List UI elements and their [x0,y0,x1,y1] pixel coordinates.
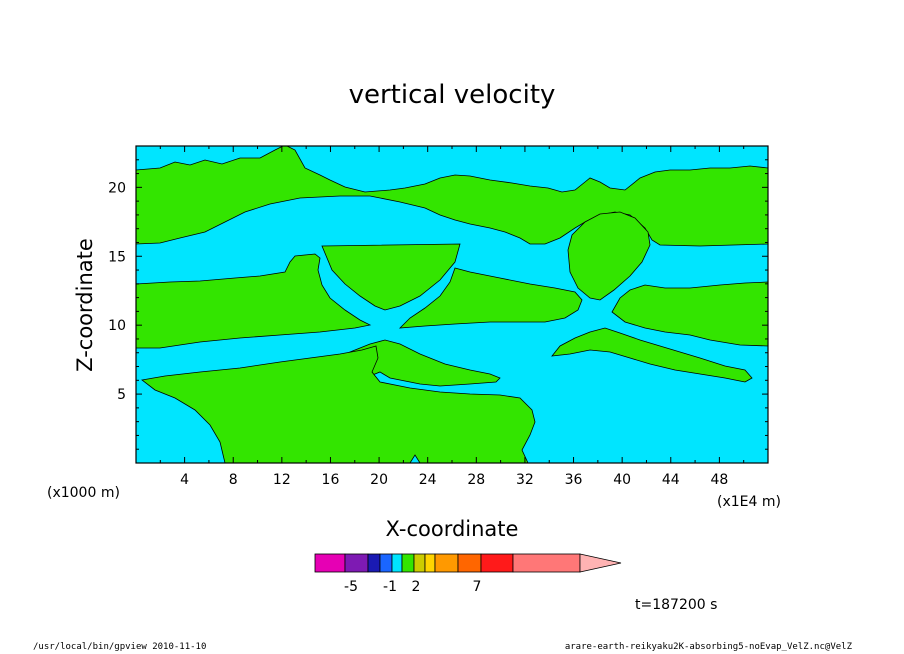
y-tick-label: 15 [108,249,126,265]
colorbar-label: 2 [412,579,421,595]
footer-right: arare-earth-reikyaku2K-absorbing5-noEvap… [564,642,852,652]
chart-title: vertical velocity [349,80,556,110]
x-tick-label: 4 [180,472,189,488]
x-tick-label: 12 [273,472,291,488]
x-tick-label: 48 [710,472,728,488]
colorbar-arrow [579,553,622,573]
colorbar-segment [401,553,415,573]
colorbar-segment [391,553,403,573]
x-tick-label: 32 [516,472,534,488]
x-tick-label: 28 [467,472,485,488]
x-tick-label: 20 [370,472,388,488]
positive-region [567,211,651,301]
x-tick-label: 8 [229,472,238,488]
positive-region [551,327,753,383]
colorbar-segment [413,553,426,573]
positive-region [321,243,461,311]
y-tick-label: 20 [108,180,126,196]
y-axis-label: Z-coordinate [73,238,97,372]
footer-left: /usr/local/bin/gpview 2010-11-10 [33,642,207,652]
x-axis-label: X-coordinate [386,517,519,541]
x-tick-label: 24 [419,472,437,488]
y-tick-label: 5 [117,387,126,403]
y-tick-label: 10 [108,318,126,334]
colorbar-segment [314,553,346,573]
positive-region [136,146,768,247]
colorbar-segment [434,553,459,573]
colorbar-segment [367,553,381,573]
colorbar-label: -5 [344,579,358,595]
colorbar-segment [512,553,581,573]
colorbar-label: -1 [383,579,397,595]
positive-region [141,345,536,463]
x-tick-label: 44 [662,472,680,488]
time-label: t=187200 s [635,597,717,613]
colorbar-segment [379,553,393,573]
colorbar-segment [344,553,369,573]
colorbar: -5 -1 2 7 [314,553,622,595]
positive-region [136,253,372,349]
x-tick-label: 40 [613,472,631,488]
positive-region [398,267,583,329]
x-tick-label: 36 [565,472,583,488]
x-unit-left: (x1000 m) [47,485,120,501]
positive-region [611,281,768,347]
x-tick-label: 16 [322,472,340,488]
colorbar-segment [424,553,436,573]
colorbar-segment [457,553,482,573]
colorbar-segment [480,553,514,573]
x-unit-right: (x1E4 m) [717,494,781,510]
colorbar-label: 7 [473,579,482,595]
